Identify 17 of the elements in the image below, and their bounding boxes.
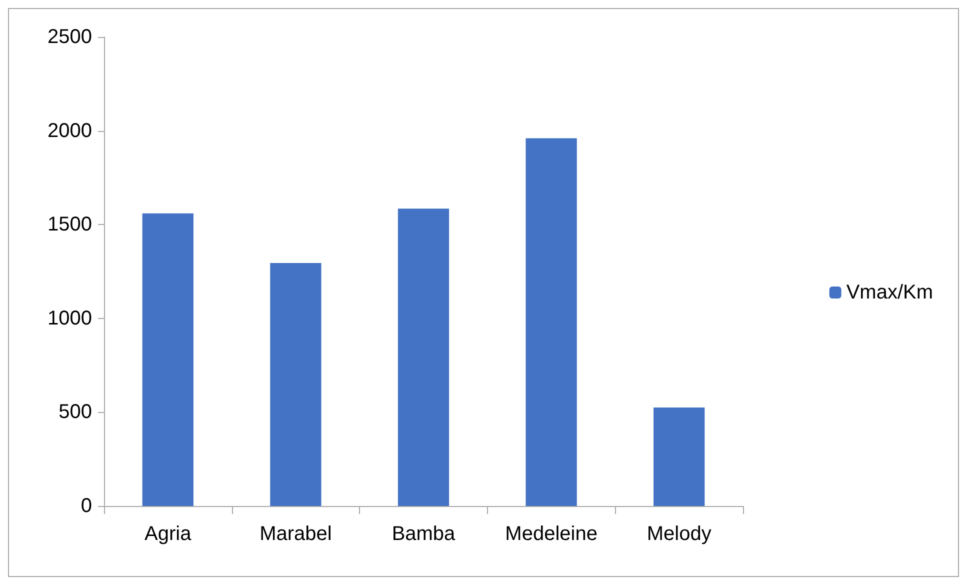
x-tick-label: Marabel <box>260 523 332 545</box>
x-tick-label: Bamba <box>392 523 456 545</box>
y-tick-label: 0 <box>80 495 92 517</box>
y-tick-label: 1000 <box>48 307 92 330</box>
y-tick-label: 500 <box>58 401 92 424</box>
bar <box>142 213 194 506</box>
x-tick-label: Agria <box>144 523 192 545</box>
x-tick-label: Medeleine <box>505 523 598 545</box>
legend-label: Vmax/Km <box>846 282 934 304</box>
y-tick-label: 1500 <box>48 214 92 236</box>
x-tick-label: Melody <box>646 523 712 545</box>
y-tick-label: 2000 <box>48 120 92 142</box>
bar <box>398 208 450 506</box>
bar <box>270 263 322 506</box>
bar <box>526 138 577 506</box>
bar <box>654 408 705 506</box>
y-tick-label: 2500 <box>48 26 92 48</box>
